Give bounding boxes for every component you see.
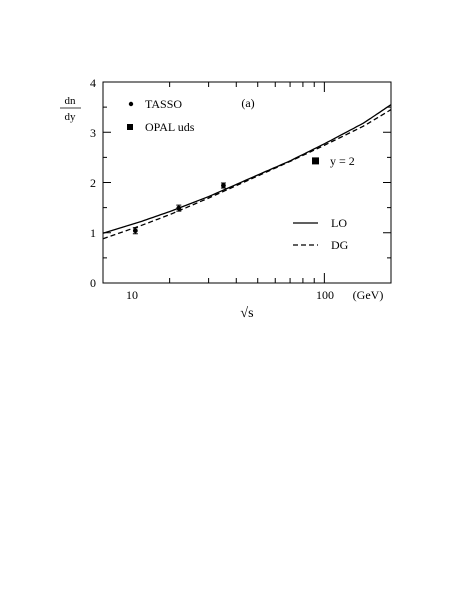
y-axis-label-denominator: dy [65,111,77,123]
x-tick-label: 10 [126,288,138,302]
tasso-point [132,228,138,234]
legend-tasso-label: TASSO [145,97,182,111]
legend-lo-label: LO [331,216,347,230]
y-axis-label-numerator: dn [65,95,77,107]
series-lo-line [103,104,391,234]
tasso-point [221,183,226,188]
y-tick-label: 3 [90,126,96,140]
legend-tasso-marker [128,101,134,107]
legend-dg-label: DG [331,238,349,252]
y-tick-label: 1 [90,226,96,240]
plot-frame [102,81,392,284]
y-ticks [103,81,391,284]
x-ticks [102,82,392,283]
y-tick-label: 4 [90,76,96,90]
y-tick-label: 2 [90,176,96,190]
legend-opal-marker [127,124,133,130]
series-dg-line [103,109,391,240]
data-points [132,157,320,235]
x-tick-label: 100 [316,288,334,302]
annotation-y: y = 2 [330,154,355,168]
opal-uds-point [312,157,320,165]
tasso-point [176,205,182,211]
legend-opal-label: OPAL uds [145,120,195,134]
x-unit-label: (GeV) [353,288,384,302]
panel-label: (a) [241,96,254,110]
curves [103,104,391,240]
x-axis-label: √s [240,306,253,321]
y-tick-label: 0 [90,276,96,290]
